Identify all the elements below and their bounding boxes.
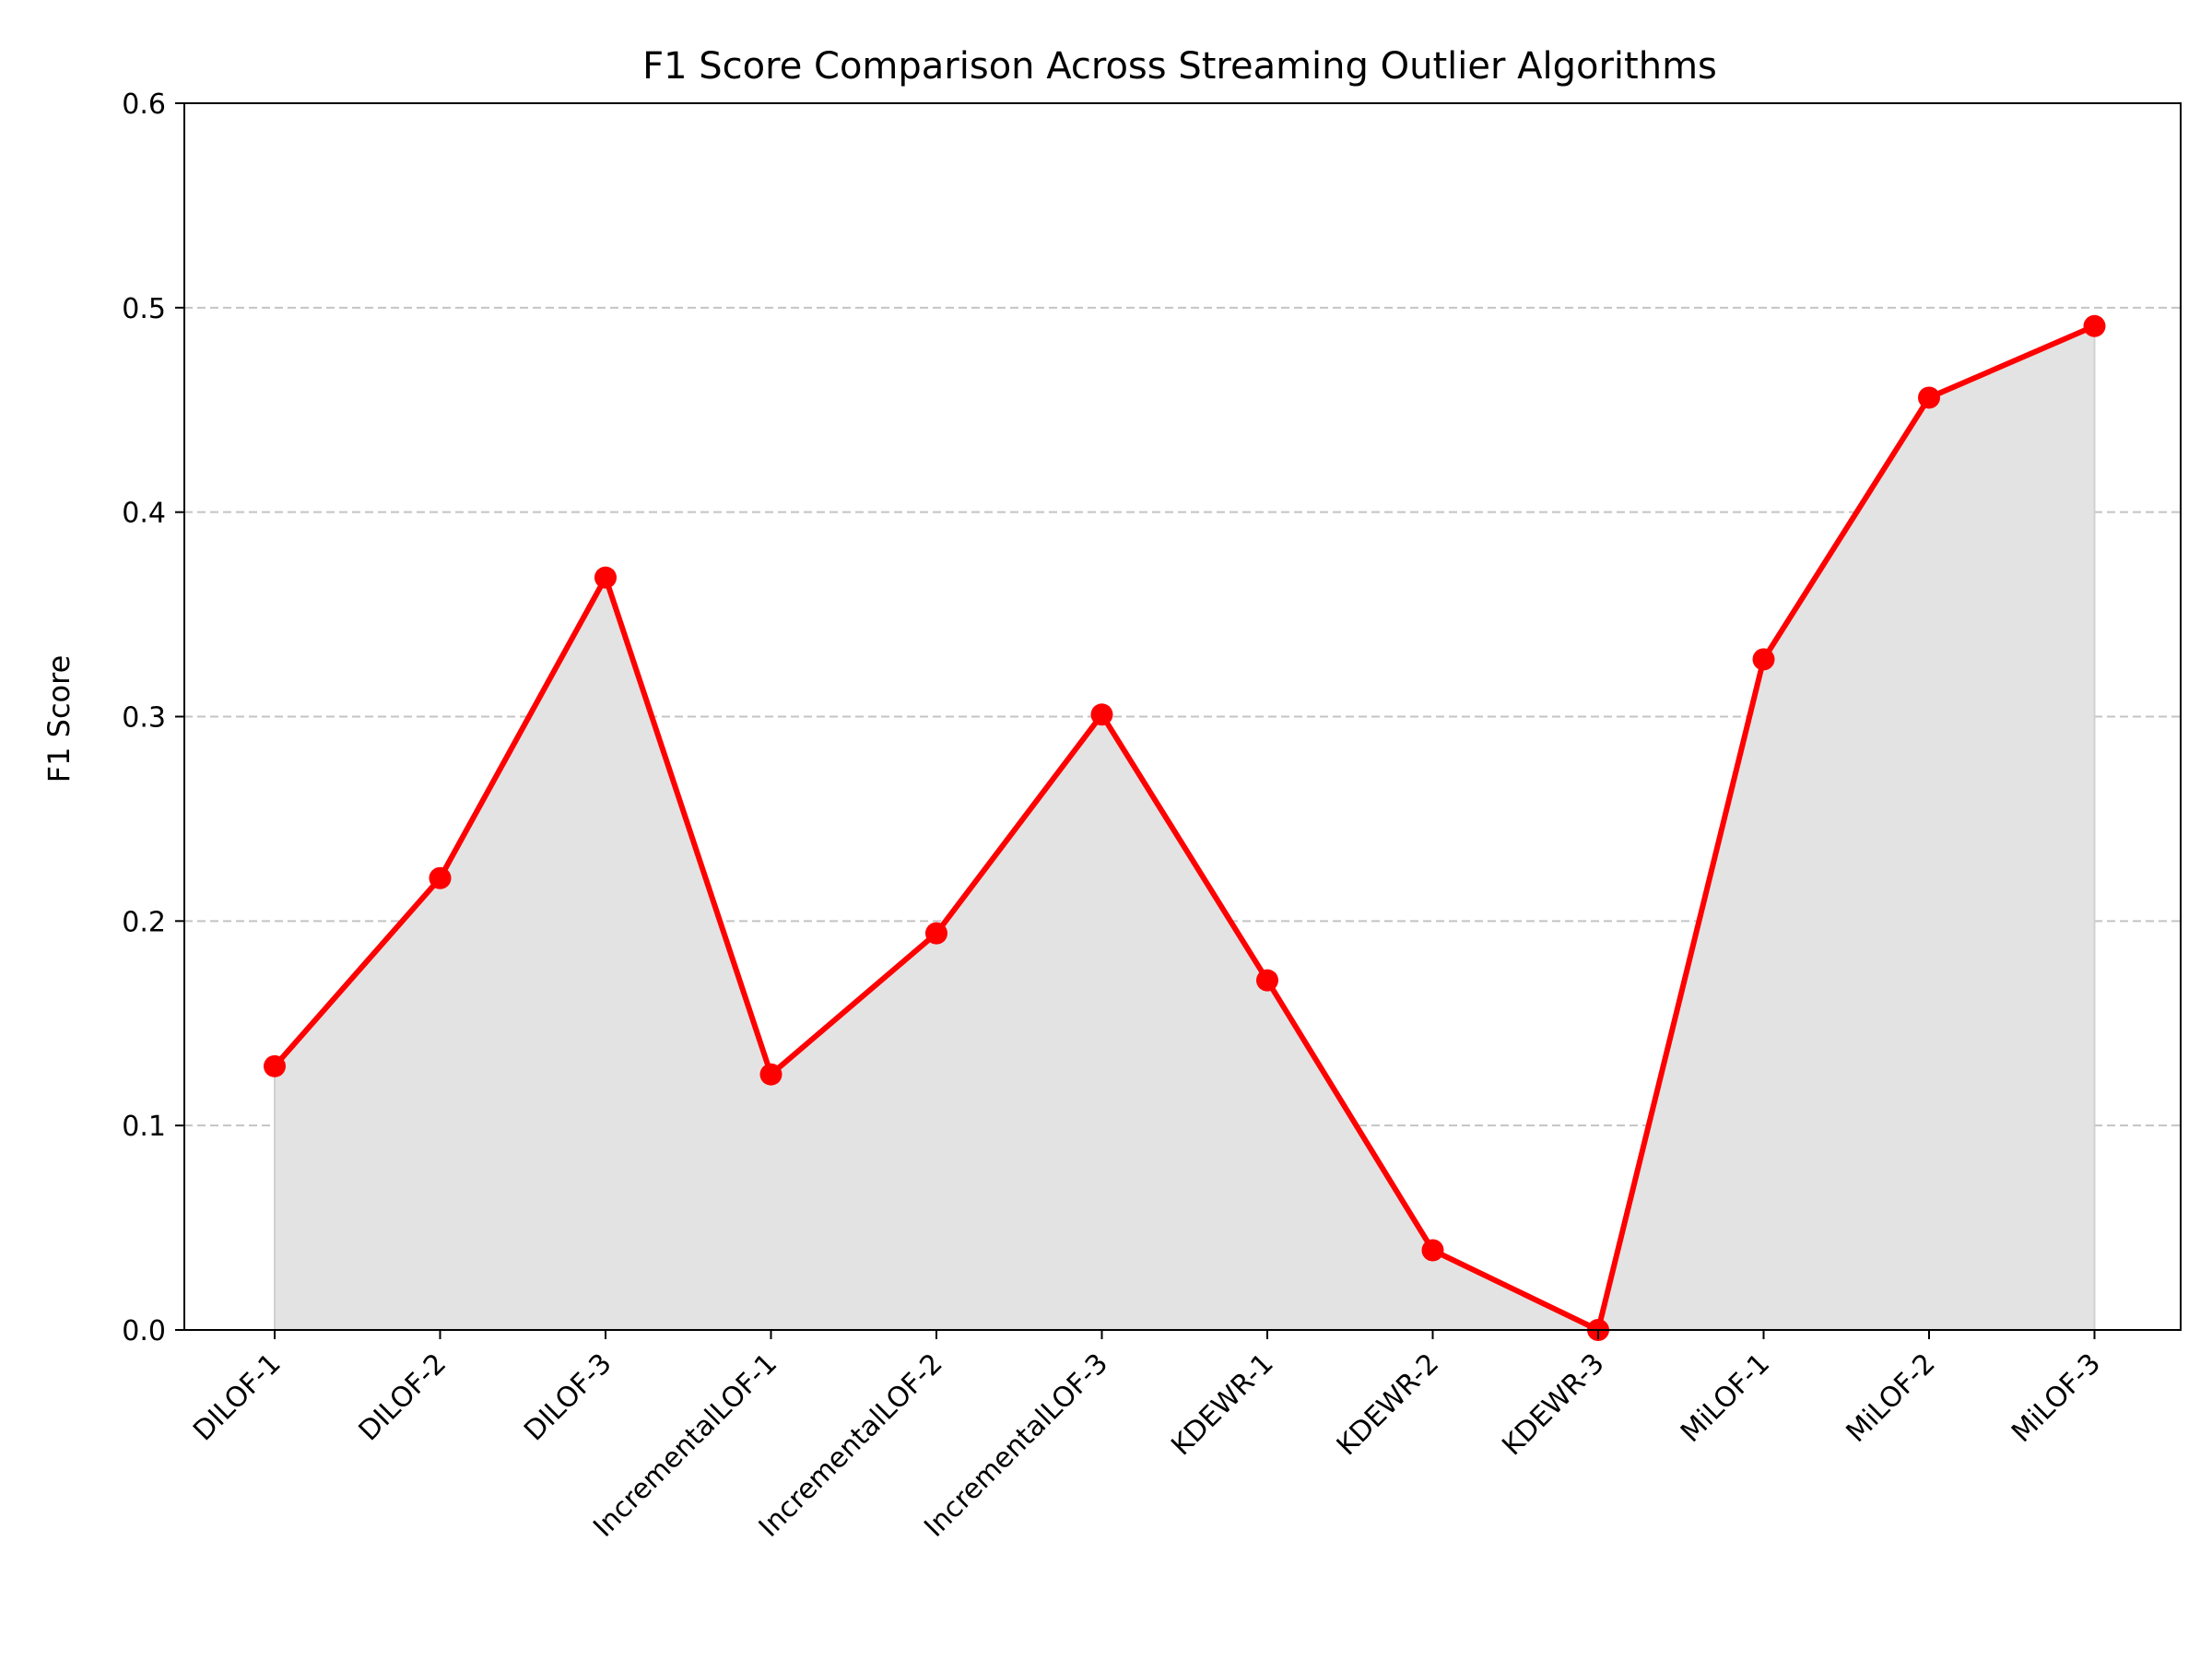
x-tick-label-dilof-3: DILOF-3	[518, 1347, 618, 1447]
x-tick-label-dilof-1: DILOF-1	[187, 1347, 287, 1447]
series-line-layer	[272, 323, 2098, 1333]
y-tick-label: 0.5	[122, 293, 166, 325]
x-tick-label-milof-2: MiLOF-2	[1841, 1347, 1942, 1449]
x-tick-label-milof-3: MiLOF-3	[2006, 1347, 2107, 1449]
data-point-dilof-2	[429, 866, 452, 889]
data-point-kdewr-1	[1256, 969, 1278, 992]
x-tick-label-incrementallof-1: IncrementalLOF-1	[587, 1347, 783, 1544]
data-point-kdewr-2	[1421, 1239, 1444, 1262]
y-tick-label: 0.2	[122, 906, 166, 938]
y-axis-label: F1 Score	[41, 655, 76, 783]
x-tick-label-kdewr-2: KDEWR-2	[1331, 1347, 1445, 1462]
y-axis-ticks: 0.0 0.1 0.2 0.3 0.4 0.5 0.6	[122, 88, 184, 1347]
x-tick-label-milof-1: MiLOF-1	[1675, 1347, 1776, 1449]
data-point-milof-1	[1752, 648, 1775, 671]
data-point-dilof-3	[594, 566, 617, 589]
x-axis-ticks: DILOF-1 DILOF-2 DILOF-3IncrementalLOF-1Inc…	[187, 1330, 2107, 1544]
data-point-layer	[264, 314, 2106, 1341]
x-tick-label-kdewr-3: KDEWR-3	[1496, 1347, 1610, 1462]
area-fill	[274, 324, 2096, 1332]
x-tick-label-incrementallof-2: IncrementalLOF-2	[753, 1347, 949, 1544]
data-point-incrementallof-1	[759, 1063, 782, 1086]
y-tick-label: 0.0	[122, 1315, 166, 1347]
series-line	[272, 323, 2098, 1333]
y-tick-label: 0.3	[122, 702, 166, 735]
y-tick-label: 0.1	[122, 1111, 166, 1143]
x-tick-label-incrementallof-3: IncrementalLOF-3	[918, 1347, 1114, 1544]
data-point-incrementallof-2	[925, 922, 947, 945]
y-tick-label: 0.4	[122, 498, 166, 530]
area-fill-layer	[274, 324, 2096, 1332]
data-point-milof-3	[2083, 314, 2106, 337]
data-point-dilof-1	[264, 1054, 286, 1077]
y-tick-label: 0.6	[122, 88, 166, 121]
x-tick-label-kdewr-1: KDEWR-1	[1165, 1347, 1279, 1462]
data-point-incrementallof-3	[1090, 703, 1113, 726]
chart-title: F1 Score Comparison Across Streaming Out…	[642, 45, 1717, 88]
data-point-milof-2	[1918, 386, 1940, 409]
x-tick-label-dilof-2: DILOF-2	[353, 1347, 453, 1447]
